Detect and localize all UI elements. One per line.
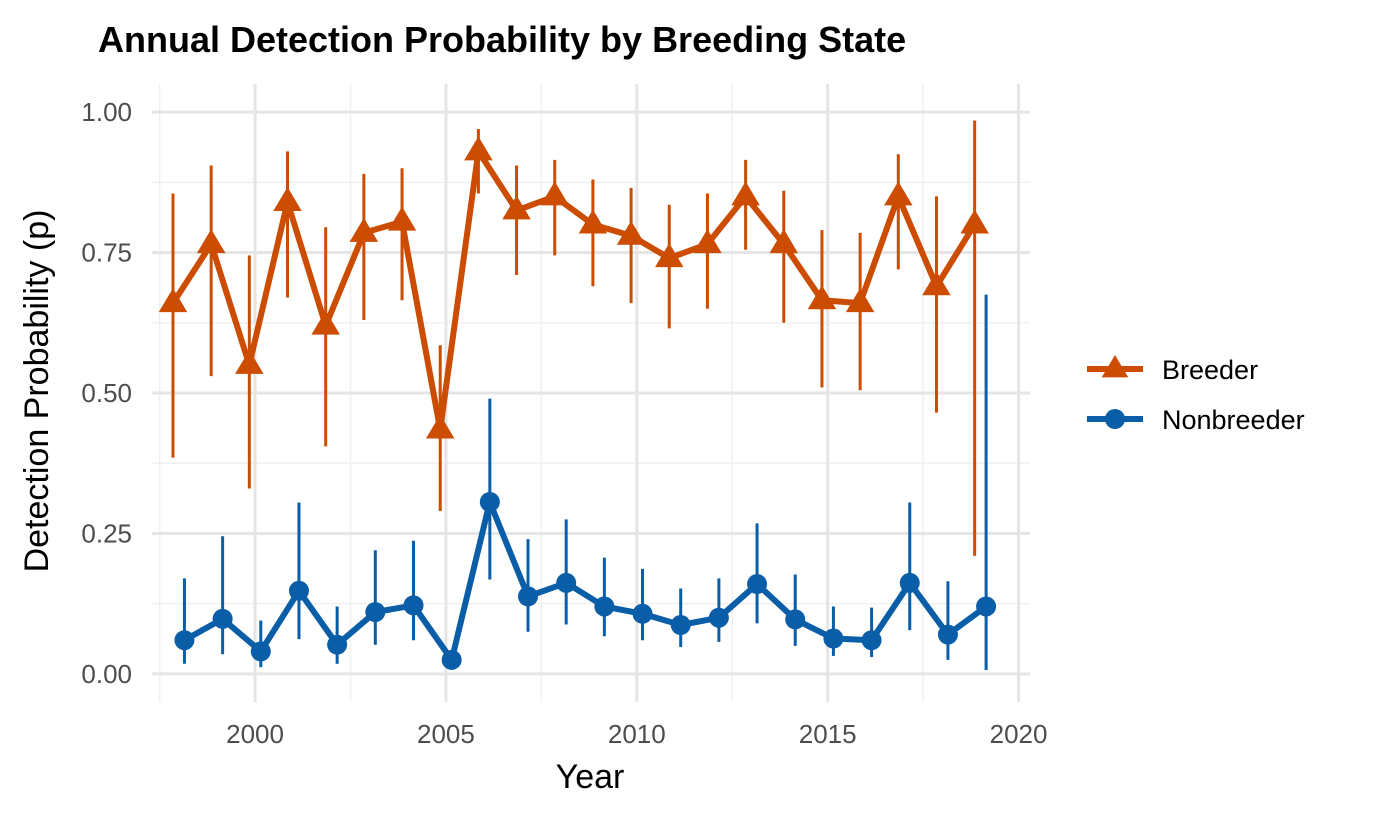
- nonbreeder-point: [518, 586, 539, 607]
- nonbreeder-point: [708, 607, 729, 628]
- nonbreeder-point: [861, 630, 882, 651]
- breeder-point: [884, 181, 913, 206]
- nonbreeder-point: [174, 630, 195, 651]
- nonbreeder-point: [288, 580, 309, 601]
- breeder-point: [196, 229, 226, 254]
- breeder-point: [845, 288, 875, 313]
- breeder-point: [807, 285, 837, 310]
- chart-title: Annual Detection Probability by Breeding…: [98, 19, 906, 60]
- y-axis-ticks: 0.00 0.25 0.50 0.75 1.00: [81, 97, 132, 689]
- nonbreeder-point: [479, 491, 500, 512]
- legend-breeder-marker: [1101, 355, 1129, 378]
- x-tick-label: 2015: [799, 719, 857, 749]
- breeder-point: [922, 271, 951, 296]
- breeder-point: [731, 181, 760, 206]
- breeder-point: [693, 229, 722, 254]
- legend-nonbreeder-marker: [1105, 409, 1125, 429]
- breeder-point: [960, 209, 989, 234]
- nonbreeder-point: [632, 603, 653, 624]
- x-tick-label: 2010: [608, 719, 666, 749]
- nonbreeder-point: [823, 628, 844, 649]
- breeder-point: [349, 217, 379, 242]
- y-axis-title: Detection Probability (p): [18, 210, 56, 573]
- y-tick-label: 0.75: [81, 238, 132, 268]
- breeder-series-line: [170, 148, 978, 433]
- x-tick-label: 2020: [990, 719, 1048, 749]
- x-axis-title: Year: [556, 758, 625, 796]
- breeder-point: [425, 414, 455, 439]
- nonbreeder-point: [365, 602, 386, 623]
- breeder-point: [273, 186, 302, 211]
- nonbreeder-point: [250, 641, 271, 662]
- breeder-point: [578, 209, 608, 234]
- nonbreeder-point: [594, 596, 615, 617]
- breeder-point: [158, 288, 188, 313]
- breeder-point: [540, 181, 569, 206]
- y-tick-label: 0.00: [81, 659, 132, 689]
- x-tick-label: 2000: [226, 719, 284, 749]
- errorbar-layer: [171, 120, 988, 670]
- breeder-point: [502, 195, 531, 220]
- breeder-point: [311, 310, 340, 335]
- y-tick-label: 1.00: [81, 97, 132, 127]
- x-tick-label: 2005: [417, 719, 475, 749]
- nonbreeder-point: [899, 572, 920, 593]
- nonbreeder-point: [747, 574, 768, 595]
- y-tick-label: 0.50: [81, 378, 132, 408]
- nonbreeder-series-line: [182, 499, 988, 663]
- nonbreeder-point: [212, 608, 233, 629]
- legend-breeder-label: Breeder: [1162, 355, 1258, 385]
- legend: Breeder Nonbreeder: [1087, 355, 1305, 435]
- nonbreeder-point: [327, 634, 348, 655]
- breeder-point: [655, 243, 684, 268]
- nonbreeder-point: [785, 609, 806, 630]
- marker-layer: [158, 136, 997, 670]
- nonbreeder-point: [403, 595, 424, 616]
- nonbreeder-point: [670, 615, 691, 636]
- nonbreeder-point: [441, 649, 462, 670]
- nonbreeder-point: [556, 572, 577, 593]
- legend-nonbreeder-label: Nonbreeder: [1162, 405, 1305, 435]
- breeder-point: [464, 136, 493, 161]
- breeder-point: [235, 349, 264, 374]
- line-layer: [170, 148, 988, 663]
- nonbreeder-point: [937, 624, 958, 645]
- breeder-point: [387, 206, 417, 231]
- breeder-point: [769, 229, 799, 254]
- nonbreeder-point: [976, 596, 997, 617]
- y-tick-label: 0.25: [81, 518, 132, 548]
- x-axis-ticks: 2000 2005 2010 2015 2020: [226, 719, 1047, 749]
- breeder-point: [616, 220, 646, 245]
